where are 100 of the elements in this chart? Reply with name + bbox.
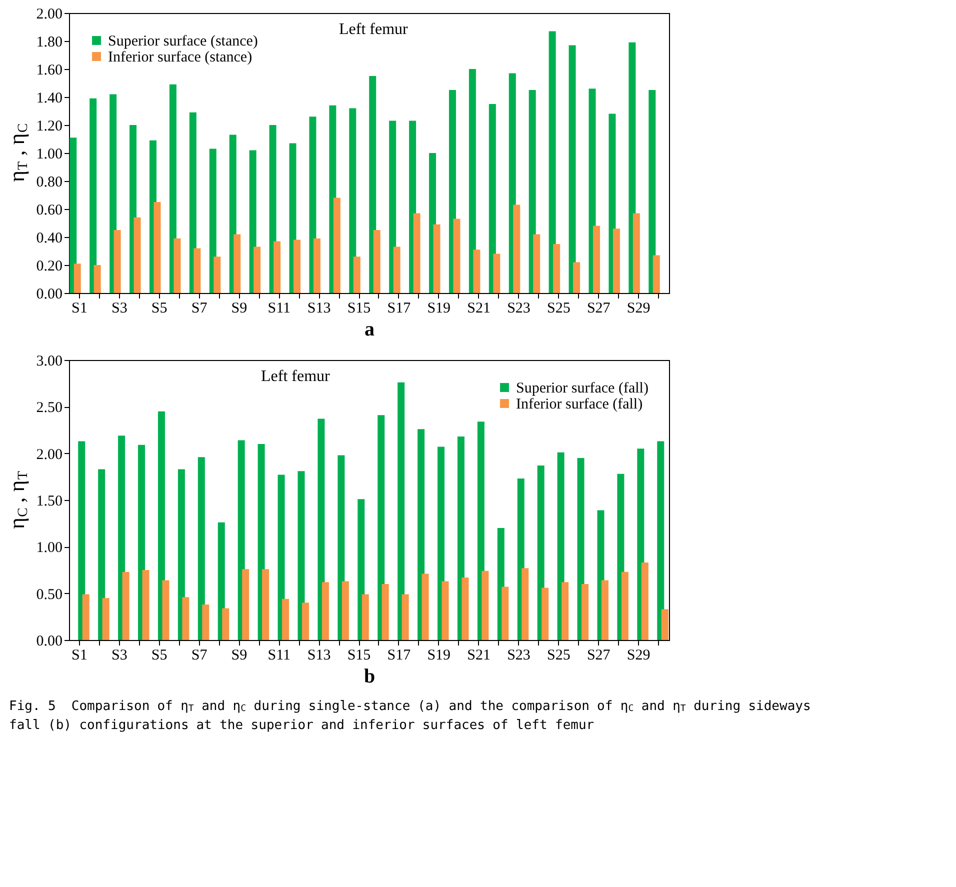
bar	[254, 246, 261, 293]
bar	[102, 598, 110, 640]
bar	[242, 569, 250, 640]
bar	[568, 45, 576, 293]
bar	[573, 262, 580, 293]
bar	[222, 608, 230, 640]
x-tick-label: S5	[151, 300, 168, 316]
y-tick-label: 3.00	[36, 354, 62, 370]
bar	[214, 256, 221, 293]
y-tick-label: 1.00	[36, 540, 62, 556]
bar	[648, 90, 656, 293]
x-tick-label: S21	[467, 648, 490, 664]
bar	[94, 265, 101, 293]
bar	[282, 598, 290, 640]
x-tick-label: S27	[586, 300, 611, 316]
bar	[582, 584, 589, 640]
bar	[142, 570, 150, 640]
bar	[389, 120, 396, 293]
bar	[488, 104, 496, 293]
bar	[612, 228, 620, 293]
bar	[382, 584, 389, 640]
legend-label: Inferior surface (stance)	[108, 50, 252, 66]
bar	[234, 234, 241, 293]
x-tick-label: S29	[626, 648, 650, 664]
bar	[548, 31, 556, 293]
x-tick-label: S15	[347, 300, 371, 316]
bar	[393, 246, 400, 293]
x-tick-label: S27	[586, 648, 611, 664]
x-tick-label: S13	[307, 648, 331, 664]
x-tick-label: S3	[111, 648, 128, 664]
bar	[378, 415, 385, 640]
bar	[641, 562, 648, 640]
bar	[657, 441, 664, 640]
bar	[349, 108, 356, 293]
bar	[533, 234, 540, 293]
y-tick-label: 0.00	[36, 634, 62, 650]
bar	[468, 69, 476, 293]
bar	[402, 594, 409, 640]
x-tick-label: S1	[72, 300, 88, 316]
bar	[353, 256, 360, 293]
x-tick-label: S9	[231, 300, 248, 316]
x-axis-title: b	[364, 666, 376, 688]
bar	[90, 98, 97, 293]
bar	[473, 250, 480, 293]
x-tick-label: S25	[547, 648, 570, 664]
y-tick-label: 0.00	[36, 286, 62, 302]
y-axis-title: ηC , ηT	[4, 470, 31, 530]
x-tick-label: S15	[347, 648, 371, 664]
x-tick-label: S7	[191, 648, 208, 664]
x-tick-label: S17	[387, 300, 412, 316]
bar	[413, 213, 420, 293]
bar	[513, 204, 520, 293]
bar	[262, 569, 270, 640]
bar	[114, 230, 121, 293]
x-tick-label: S11	[268, 648, 291, 664]
bar	[652, 255, 660, 293]
bar	[601, 580, 608, 640]
bar	[302, 602, 309, 640]
x-tick-label: S9	[231, 648, 248, 664]
bar	[202, 604, 210, 640]
y-tick-label: 0.20	[36, 258, 62, 274]
text: Fig. 5 Comparison of ηT and ηC during single-stance (a) and the comparison of ηC and ηT during sideways fall (b) configurations at the superior and inferior surfaces of left femur	[9, 699, 811, 733]
bar	[78, 441, 86, 640]
legend-label: Superior surface (stance)	[108, 34, 258, 50]
bar	[70, 138, 77, 293]
x-tick-label: S29	[626, 300, 650, 316]
bar	[293, 240, 300, 293]
bar	[398, 382, 405, 640]
bar	[162, 580, 170, 640]
bar	[194, 248, 201, 293]
y-tick-label: 1.50	[36, 494, 62, 510]
x-axis-title: a	[364, 318, 374, 340]
x-tick-label: S19	[427, 300, 451, 316]
bar	[442, 581, 449, 640]
bar	[342, 581, 349, 640]
y-tick-label: 2.50	[36, 400, 62, 416]
bar	[542, 588, 549, 640]
bar	[182, 597, 190, 640]
bar	[462, 577, 469, 640]
bar	[298, 471, 305, 640]
y-tick-label: 0.50	[36, 586, 62, 603]
x-tick-label: S23	[507, 648, 530, 664]
bar	[313, 238, 320, 293]
y-tick-label: 0.60	[36, 202, 62, 218]
legend-label: Superior surface (fall)	[516, 380, 648, 396]
bar	[198, 457, 205, 640]
x-tick-label: S25	[547, 300, 570, 316]
y-tick-label: 1.60	[36, 62, 62, 78]
x-tick-label: S19	[427, 648, 451, 664]
bar	[522, 568, 529, 640]
x-tick-label: S21	[467, 300, 490, 316]
bar	[154, 202, 161, 293]
bar	[592, 226, 600, 293]
bar	[174, 238, 181, 293]
bar	[362, 594, 369, 640]
bar	[74, 264, 81, 293]
bar	[274, 241, 281, 293]
bar	[134, 217, 141, 293]
bar	[98, 469, 106, 640]
y-tick-label: 2.00	[36, 446, 62, 463]
